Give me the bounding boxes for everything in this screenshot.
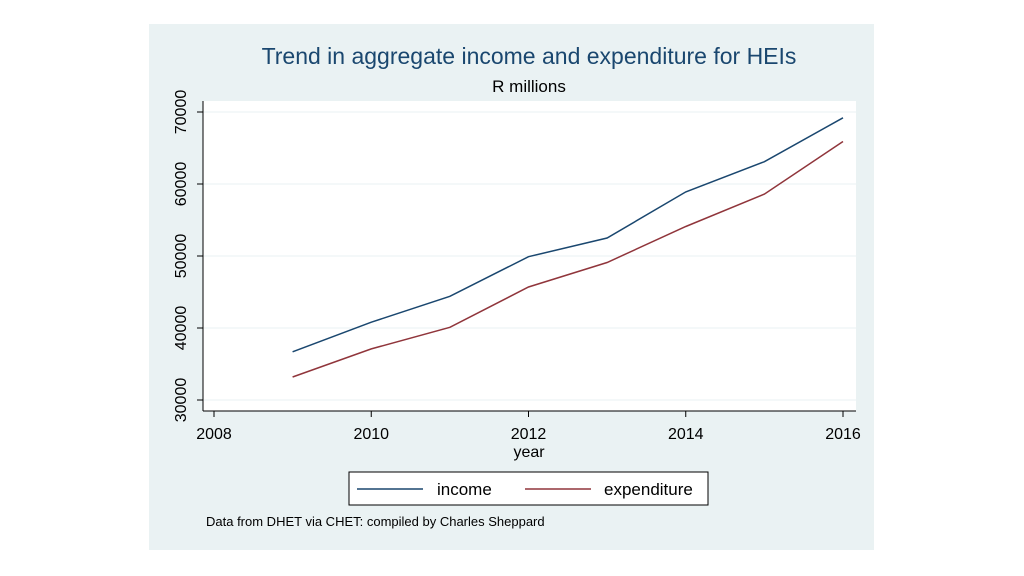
y-tick-label: 60000	[173, 162, 190, 207]
series-line-expenditure	[292, 140, 844, 378]
x-tick-label: 2014	[668, 426, 704, 443]
y-tick-label: 70000	[173, 90, 190, 135]
x-tick-label: 2008	[196, 426, 232, 443]
x-tick-label: 2016	[825, 426, 861, 443]
x-axis-title: year	[513, 444, 545, 461]
series-line-income	[292, 117, 844, 353]
legend: income expenditure	[348, 471, 709, 506]
x-axis-ticks: 2008 2010 2012 2014 2016	[196, 411, 861, 443]
y-tick-label: 40000	[173, 306, 190, 351]
chart-subtitle: R millions	[492, 77, 566, 96]
legend-label-income: income	[437, 480, 492, 499]
legend-label-expenditure: expenditure	[604, 480, 693, 499]
y-axis-ticks: 30000 40000 50000 60000 70000	[173, 90, 203, 423]
series-lines	[292, 117, 844, 378]
chart-figure: Trend in aggregate income and expenditur…	[149, 24, 874, 550]
y-tick-label: 50000	[173, 234, 190, 279]
x-tick-label: 2010	[353, 426, 389, 443]
chart-title: Trend in aggregate income and expenditur…	[262, 43, 797, 69]
y-tick-label: 30000	[173, 378, 190, 423]
source-note: Data from DHET via CHET: compiled by Cha…	[206, 514, 545, 529]
x-tick-label: 2012	[511, 426, 547, 443]
line-chart: Trend in aggregate income and expenditur…	[173, 43, 861, 529]
